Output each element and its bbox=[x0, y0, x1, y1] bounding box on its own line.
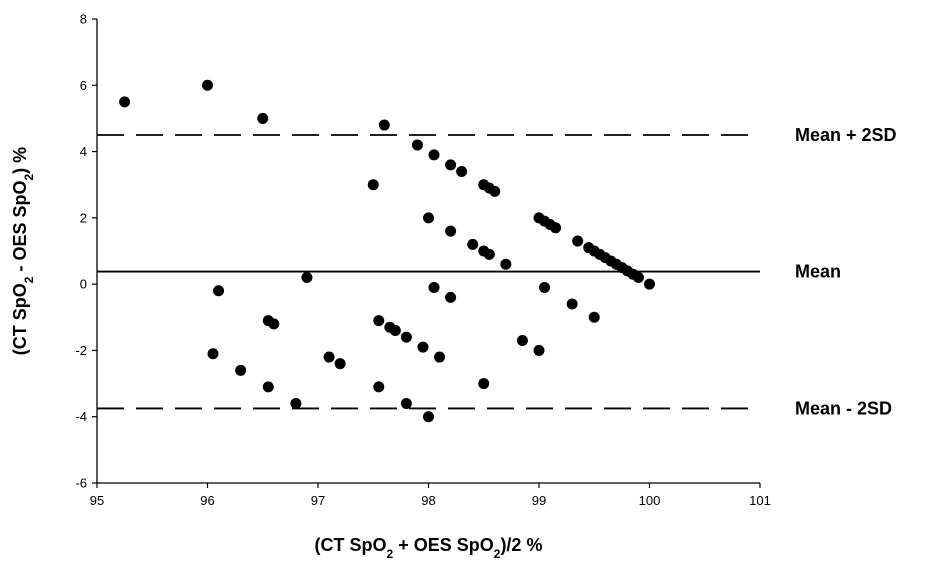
data-point bbox=[423, 411, 434, 423]
reference-labels: Mean + 2SD Mean Mean - 2SD bbox=[795, 125, 897, 418]
data-point bbox=[428, 149, 440, 161]
tick-labels: -6 -4 -2 0 2 4 6 8 95 96 97 98 99 100 101 bbox=[75, 12, 770, 509]
data-point bbox=[373, 381, 385, 393]
data-point bbox=[516, 334, 528, 346]
data-point bbox=[467, 238, 479, 250]
data-point bbox=[262, 381, 274, 393]
y-tick-label: -4 bbox=[75, 409, 87, 424]
data-point bbox=[445, 225, 457, 237]
data-point bbox=[632, 272, 644, 284]
axes bbox=[92, 18, 761, 488]
data-point bbox=[456, 165, 468, 177]
reference-lines bbox=[97, 134, 760, 410]
y-tick-label: -6 bbox=[75, 476, 87, 491]
data-point bbox=[566, 298, 578, 310]
reference-label: Mean + 2SD bbox=[795, 125, 897, 145]
data-point bbox=[389, 325, 401, 337]
data-point bbox=[207, 348, 219, 360]
x-tick-label: 95 bbox=[90, 493, 104, 508]
data-point bbox=[213, 285, 225, 297]
y-tick-label: -2 bbox=[75, 343, 87, 358]
data-point bbox=[373, 315, 385, 327]
data-point bbox=[483, 248, 495, 260]
data-point bbox=[445, 291, 457, 303]
reference-label: Mean - 2SD bbox=[795, 398, 892, 418]
x-axis-title: (CT SpO2 + OES SpO2)/2 % bbox=[315, 535, 543, 561]
data-point bbox=[644, 278, 655, 290]
data-point bbox=[268, 318, 280, 330]
data-point bbox=[301, 272, 313, 284]
data-point bbox=[400, 331, 412, 343]
x-tick-label: 97 bbox=[311, 493, 325, 508]
data-point bbox=[500, 258, 512, 270]
data-point bbox=[533, 344, 545, 356]
y-axis-title: (CT SpO2 - OES SpO2) % bbox=[10, 147, 36, 355]
y-tick-label: 4 bbox=[80, 144, 87, 159]
reference-label: Mean bbox=[795, 262, 841, 282]
data-point bbox=[411, 139, 423, 151]
data-point bbox=[290, 397, 302, 409]
data-point bbox=[202, 79, 213, 91]
data-point bbox=[478, 378, 490, 390]
data-point bbox=[423, 212, 434, 224]
data-point bbox=[235, 364, 247, 376]
data-point bbox=[417, 341, 429, 353]
data-point bbox=[572, 235, 584, 247]
data-point bbox=[323, 351, 335, 363]
data-point bbox=[334, 358, 346, 370]
data-point bbox=[445, 159, 457, 171]
data-point bbox=[257, 112, 269, 124]
y-tick-label: 8 bbox=[80, 12, 87, 27]
data-point bbox=[400, 397, 412, 409]
x-tick-label: 100 bbox=[639, 493, 661, 508]
y-tick-label: 6 bbox=[80, 78, 87, 93]
data-point bbox=[539, 281, 551, 293]
data-point bbox=[119, 96, 131, 108]
data-point bbox=[428, 281, 440, 293]
y-tick-label: 2 bbox=[80, 210, 87, 225]
x-tick-label: 99 bbox=[532, 493, 546, 508]
data-point bbox=[378, 119, 390, 131]
data-point bbox=[588, 311, 600, 323]
data-point bbox=[550, 222, 562, 234]
x-tick-label: 98 bbox=[421, 493, 435, 508]
x-tick-label: 101 bbox=[749, 493, 771, 508]
data-point bbox=[434, 351, 446, 363]
data-point bbox=[489, 185, 501, 197]
y-tick-label: 0 bbox=[80, 277, 87, 292]
data-points bbox=[119, 79, 655, 423]
x-tick-label: 96 bbox=[200, 493, 214, 508]
data-point bbox=[367, 179, 379, 191]
